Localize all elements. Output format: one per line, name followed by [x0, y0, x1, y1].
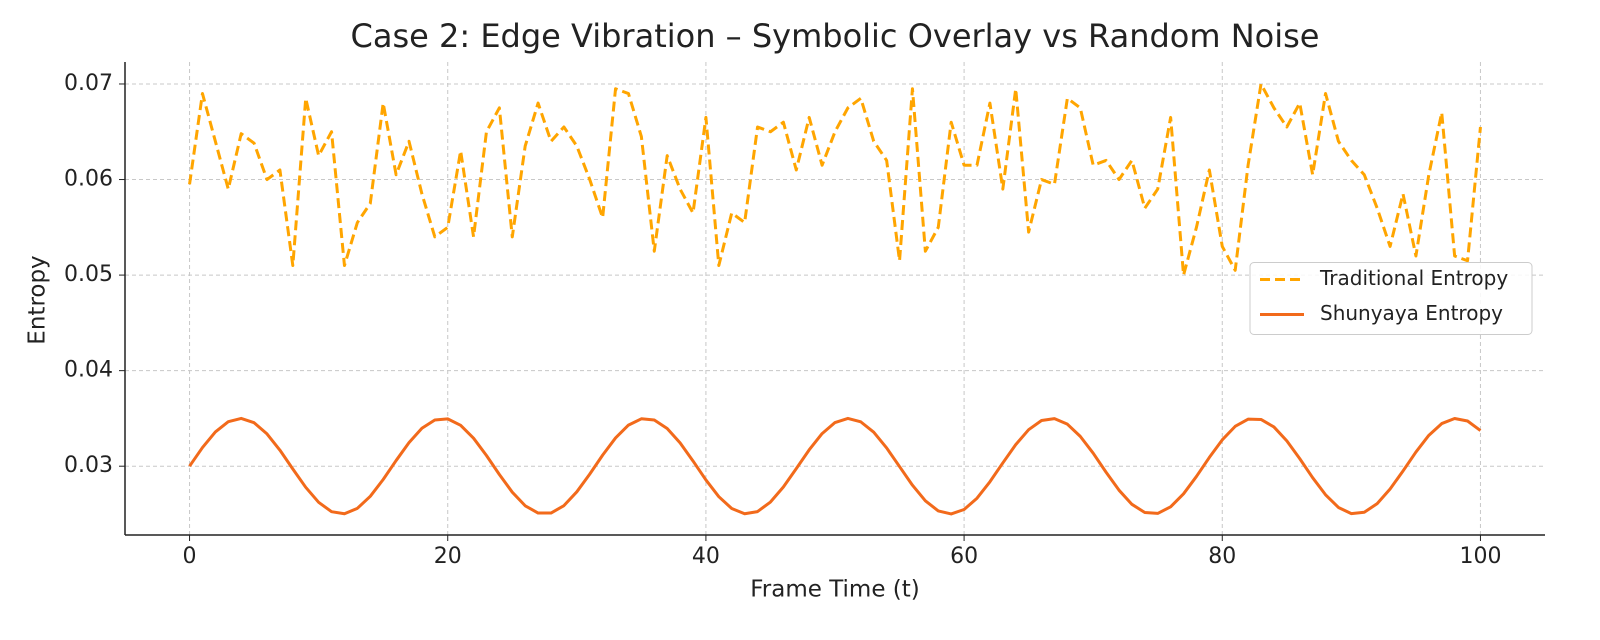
y-tick-label: 0.07 — [64, 71, 113, 96]
x-tick-label: 40 — [692, 544, 720, 569]
y-axis-label: Entropy — [25, 255, 51, 344]
y-tick-label: 0.06 — [64, 167, 113, 192]
x-tick-label: 100 — [1459, 544, 1501, 569]
y-tick-label: 0.05 — [64, 262, 113, 287]
chart-title: Case 2: Edge Vibration – Symbolic Overla… — [351, 17, 1320, 55]
legend: Traditional Entropy Shunyaya Entropy — [1249, 262, 1533, 335]
y-tick-label: 0.03 — [64, 453, 113, 478]
series-line — [188, 416, 1482, 516]
y-tick-label: 0.04 — [64, 358, 113, 383]
legend-label: Traditional Entropy — [1319, 266, 1508, 290]
x-tick-label: 0 — [183, 544, 197, 569]
x-axis-label: Frame Time (t) — [750, 577, 920, 603]
legend-box — [1249, 262, 1533, 335]
series-line — [188, 82, 1482, 277]
legend-label: Shunyaya Entropy — [1320, 301, 1503, 325]
x-tick-label: 20 — [434, 544, 462, 569]
x-tick-label: 60 — [950, 544, 978, 569]
x-tick-label: 80 — [1208, 544, 1236, 569]
